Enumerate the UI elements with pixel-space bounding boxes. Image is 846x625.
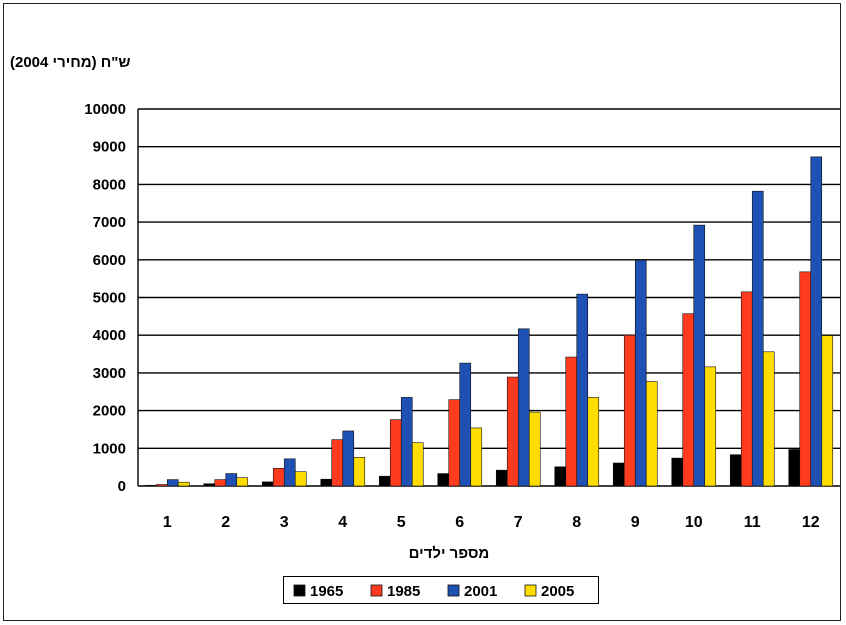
bar [528,411,541,487]
gridlines [137,108,840,487]
x-tick-label: 3 [280,514,289,531]
y-tick-label: 7000 [93,214,126,231]
x-tick-label: 1 [163,514,172,531]
x-tick-label: 10 [685,514,703,531]
bar [704,366,717,487]
legend-swatch [370,584,383,597]
bar [517,328,530,487]
bar [342,430,355,487]
x-tick-label: 12 [802,514,820,531]
bar [623,334,636,487]
bar [788,449,801,487]
legend-swatch [524,584,537,597]
bar [470,427,483,487]
legend-label: 1965 [310,583,343,600]
x-tick-label: 8 [572,514,581,531]
bar [155,484,168,487]
legend-label: 2005 [541,583,574,600]
bar [353,457,366,487]
bar [411,442,424,487]
bar [762,351,775,487]
bar [283,458,296,487]
bar [810,156,823,487]
bar [612,462,625,487]
bar [437,473,450,487]
bar [751,190,764,487]
y-tick-label: 9000 [93,139,126,156]
bar [682,313,695,487]
bar [554,466,567,487]
bar [693,224,706,487]
x-axis-title: מספר ילדים [409,545,490,562]
bar [294,471,307,487]
bar [587,397,600,487]
y-tick-label: 1000 [93,440,126,457]
y-tick-labels: 0 1000 2000 3000 4000 5000 6000 7000 8000 9000 100… [84,101,126,495]
x-tick-label: 9 [631,514,640,531]
bar [799,271,812,487]
bar [448,399,461,487]
x-tick-labels: 1 2 3 4 5 6 7 8 9 10 11 12 [163,514,820,531]
x-tick-label: 7 [514,514,523,531]
bar [166,479,179,487]
bar [576,293,589,487]
bar [389,419,402,487]
legend-swatch [447,584,460,597]
bar [203,483,216,487]
bar [821,335,834,487]
bar [565,356,578,487]
bar [729,454,742,487]
y-tick-label: 8000 [93,176,126,193]
x-tick-label: 11 [744,514,761,531]
bar [506,376,519,487]
x-tick-label: 2 [221,514,230,531]
bar [671,457,684,487]
legend-swatch [293,584,306,597]
y-tick-label: 2000 [93,403,126,420]
y-tick-label: 4000 [93,327,126,344]
x-tick-label: 4 [338,514,347,531]
y-tick-label: 6000 [93,252,126,269]
y-tick-label: 5000 [93,290,126,307]
bar [378,475,391,487]
x-tick-label: 5 [397,514,406,531]
y-tick-label: 3000 [93,365,126,382]
legend-label: 2001 [464,583,497,600]
bar [144,484,157,487]
legend: 1965 1985 2001 2005 [283,576,599,604]
bar [495,469,508,487]
bars [144,156,834,487]
bar [459,362,472,487]
y-axis-title: ש"ח (מחירי 2004) [10,54,131,71]
bar [645,381,658,487]
bar [225,473,238,487]
x-tick-label: 6 [455,514,464,531]
legend-label: 1985 [387,583,420,600]
bar [236,477,249,487]
bar [400,397,413,487]
bar [320,478,333,487]
bar [261,481,274,487]
bar [214,479,227,487]
bar [177,481,190,487]
bar [331,439,344,487]
legend-items: 1965 1985 2001 2005 [293,583,574,600]
bar [634,259,647,487]
y-tick-label: 0 [118,478,126,495]
y-tick-label: 10000 [84,101,126,118]
bar [272,467,285,487]
bar [740,291,753,487]
